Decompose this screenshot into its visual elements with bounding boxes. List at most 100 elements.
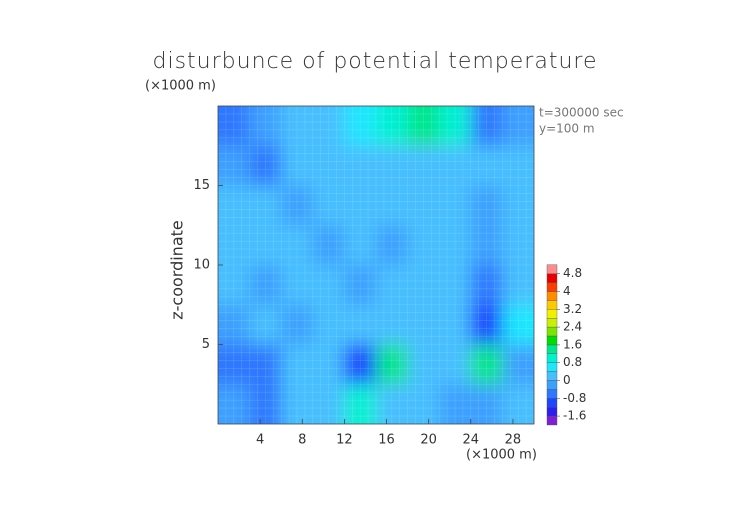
field-cell <box>407 145 440 186</box>
field-cell <box>344 304 376 345</box>
colorbar-label: 1.6 <box>563 337 582 351</box>
field-cell <box>376 384 408 424</box>
field-cell <box>344 106 376 146</box>
field-cell <box>249 106 282 146</box>
field-cell <box>502 304 534 345</box>
field-cell <box>249 145 282 186</box>
field-cell <box>439 225 471 265</box>
field-cells <box>218 106 534 424</box>
colorbar-segment <box>546 371 558 381</box>
x-tick-label: 4 <box>256 433 264 448</box>
field-cell <box>407 106 440 146</box>
colorbar-segment <box>546 398 558 408</box>
y-tick-label: 5 <box>202 337 210 352</box>
field-cell <box>249 344 282 385</box>
field-cell <box>439 106 471 146</box>
field-cell <box>376 145 408 186</box>
field-cell <box>470 384 503 424</box>
annotation: t=300000 sec <box>539 106 624 120</box>
field-cell <box>376 106 408 146</box>
field-cell <box>344 265 376 305</box>
colorbar-segment <box>546 362 558 372</box>
colorbar-segment <box>546 407 558 417</box>
field-cell <box>281 304 313 345</box>
field-cell <box>407 344 440 385</box>
field-cell <box>502 145 534 186</box>
field-cell <box>439 344 471 385</box>
colorbar-label: -1.6 <box>563 409 586 423</box>
field-cell <box>502 265 534 305</box>
annotation: y=100 m <box>539 122 595 136</box>
field-cell <box>218 225 250 265</box>
x-tick-label: 12 <box>336 433 353 448</box>
y-unit-label: (×1000 m) <box>145 79 216 94</box>
field-cell <box>218 106 250 146</box>
field-cell <box>344 225 376 265</box>
x-tick-label: 16 <box>378 433 395 448</box>
x-tick-label: 24 <box>463 433 480 448</box>
field-cell <box>344 344 376 385</box>
field-cell <box>439 304 471 345</box>
field-cell <box>218 185 250 226</box>
field-cell <box>344 185 376 226</box>
field-cell <box>502 225 534 265</box>
field-cell <box>376 304 408 345</box>
field-cell <box>281 265 313 305</box>
field-cell <box>439 185 471 226</box>
field-cell <box>470 304 503 345</box>
field-cell <box>281 384 313 424</box>
field-cell <box>249 185 282 226</box>
field-cell <box>439 384 471 424</box>
field-cell <box>218 145 250 186</box>
field-cell <box>281 344 313 385</box>
chart-title: disturbunce of potential temperature <box>153 49 598 74</box>
field-cell <box>218 265 250 305</box>
field-cell <box>376 225 408 265</box>
field-cell <box>312 145 345 186</box>
y-axis-label: z-coordinate <box>168 220 187 320</box>
field-cell <box>281 225 313 265</box>
x-tick-label: 8 <box>298 433 306 448</box>
field-cell <box>249 384 282 424</box>
colorbar-segment <box>546 353 558 363</box>
colorbar-segment <box>546 380 558 390</box>
colorbar-label: 4 <box>563 284 571 298</box>
field-cell <box>407 384 440 424</box>
x-unit-label: (×1000 m) <box>466 448 537 463</box>
field-cell <box>376 344 408 385</box>
field-cell <box>344 145 376 186</box>
field-cell <box>470 106 503 146</box>
colorbar-segment <box>546 291 558 301</box>
field-cell <box>312 225 345 265</box>
colorbar-segment <box>546 300 558 310</box>
field-cell <box>281 106 313 146</box>
field-cell <box>439 265 471 305</box>
field-cell <box>470 185 503 226</box>
y-tick-label: 10 <box>193 258 210 273</box>
colorbar-segment <box>546 309 558 319</box>
field-cell <box>344 384 376 424</box>
field-cell <box>502 106 534 146</box>
field-cell <box>502 185 534 226</box>
colorbar-segment <box>546 273 558 283</box>
y-tick-label: 15 <box>193 178 210 193</box>
field-cell <box>502 344 534 385</box>
field-cell <box>249 265 282 305</box>
field-cell <box>312 265 345 305</box>
field-cell <box>218 384 250 424</box>
colorbar-segment <box>546 318 558 328</box>
field-cell <box>376 185 408 226</box>
field-cell <box>218 344 250 385</box>
field-cell <box>312 384 345 424</box>
field-cell <box>407 225 440 265</box>
field-cell <box>312 106 345 146</box>
colorbar-label: 0.8 <box>563 355 582 369</box>
colorbar-segment <box>546 389 558 399</box>
field-cell <box>281 145 313 186</box>
field-cell <box>312 185 345 226</box>
colorbar-label: 0 <box>563 373 571 387</box>
field-cell <box>218 304 250 345</box>
field-cell <box>312 344 345 385</box>
field-cell <box>470 145 503 186</box>
